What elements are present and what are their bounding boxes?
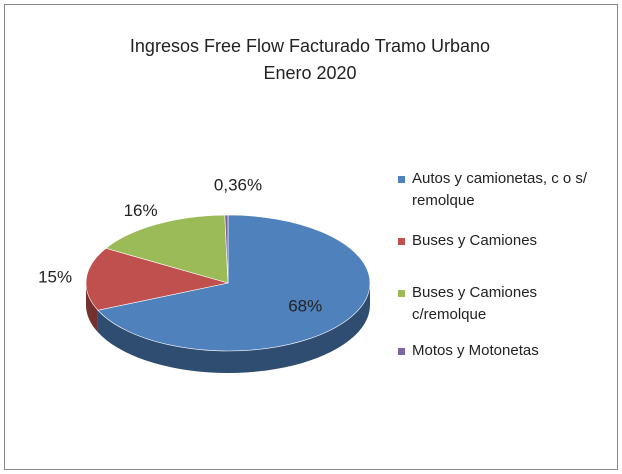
chart-title: Ingresos Free Flow Facturado Tramo Urban… bbox=[130, 36, 490, 56]
chart-subtitle: Enero 2020 bbox=[263, 63, 356, 83]
data-label: 16% bbox=[124, 201, 158, 220]
legend-label: Buses y Camiones c/remolque bbox=[412, 284, 538, 323]
pie-slice bbox=[85, 247, 229, 311]
data-label: 15% bbox=[38, 267, 72, 286]
pie-slice bbox=[105, 214, 229, 284]
pie-side bbox=[86, 283, 98, 333]
legend: Autos y camionetas, c o s/ remolque Buses… bbox=[398, 168, 614, 362]
legend-item: Autos y camionetas, c o s/ remolque bbox=[398, 168, 614, 212]
legend-label: Autos y camionetas, c o s/ remolque bbox=[412, 170, 588, 209]
legend-label: Buses y Camiones bbox=[412, 232, 538, 249]
pie-slice bbox=[97, 214, 371, 352]
legend-item: Buses y Camiones c/remolque bbox=[398, 282, 614, 326]
legend-item: Buses y Camiones bbox=[398, 230, 614, 252]
pie-slice bbox=[224, 214, 229, 284]
pie-side bbox=[97, 283, 371, 373]
data-label: 68% bbox=[288, 297, 322, 316]
legend-item: Motos y Motonetas bbox=[398, 340, 614, 362]
legend-swatch bbox=[398, 290, 405, 297]
legend-swatch bbox=[398, 176, 405, 183]
legend-label: Motos y Motonetas bbox=[412, 342, 539, 359]
legend-swatch bbox=[398, 348, 405, 355]
legend-swatch bbox=[398, 238, 405, 245]
data-label: 0,36% bbox=[214, 176, 262, 195]
